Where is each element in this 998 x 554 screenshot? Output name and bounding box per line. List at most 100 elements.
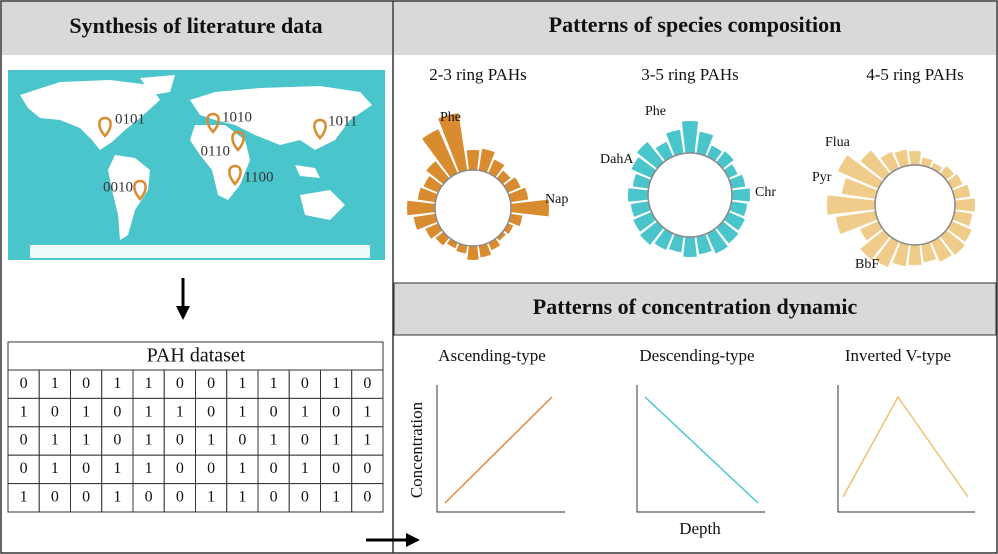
radial-bar xyxy=(407,200,436,216)
table-cell xyxy=(288,483,321,513)
cell-text: 1 xyxy=(363,403,371,420)
radial-bar xyxy=(909,151,921,166)
radial-bar xyxy=(835,211,878,235)
radial-bar xyxy=(921,157,933,168)
radial-bar xyxy=(892,242,909,267)
radial-bar xyxy=(696,131,714,156)
table-cell xyxy=(132,369,165,399)
cell-text: 1 xyxy=(145,432,153,449)
radial-bar xyxy=(628,188,649,202)
radial-bar xyxy=(508,213,523,227)
callout: Pyr xyxy=(812,170,832,185)
radial-bar xyxy=(422,129,458,178)
cell-text: 0 xyxy=(332,403,340,420)
table-cell xyxy=(38,426,71,456)
cell-text: 0 xyxy=(301,375,309,392)
map-pin xyxy=(228,164,242,186)
radial-core xyxy=(434,169,512,247)
axes xyxy=(436,385,565,513)
table-cell xyxy=(38,483,71,513)
pin-label: 0010 xyxy=(103,179,133,195)
cell-text: 0 xyxy=(20,432,28,449)
cell-text: 0 xyxy=(270,403,278,420)
axes xyxy=(636,385,765,513)
radial-bar xyxy=(654,228,674,250)
table-cell xyxy=(7,397,40,428)
chart-label: 2-3 ring PAHs xyxy=(429,65,527,84)
cell-text: 0 xyxy=(207,460,215,477)
cell-text: 0 xyxy=(113,432,121,449)
arrow-down xyxy=(176,278,190,320)
panel-title: Patterns of species composition xyxy=(549,12,842,37)
trend-line xyxy=(444,396,553,504)
cell-text: 1 xyxy=(82,403,90,420)
radial-bar xyxy=(706,228,728,254)
table-cell xyxy=(101,483,134,513)
table-cell xyxy=(288,454,321,485)
radial-bar xyxy=(655,141,674,162)
table-cell xyxy=(288,397,321,428)
cell-text: 0 xyxy=(82,460,90,477)
table-cell xyxy=(226,483,259,513)
cell-text: 1 xyxy=(113,460,121,477)
radial-bar xyxy=(729,201,748,217)
chart-label: Ascending-type xyxy=(438,346,546,365)
radial-bar xyxy=(880,151,899,173)
radial-bar xyxy=(908,244,922,265)
cell-text: 1 xyxy=(51,460,59,477)
radial-bar xyxy=(496,231,506,241)
cell-text: 1 xyxy=(145,460,153,477)
callout: Phe xyxy=(645,104,666,119)
radial-bar xyxy=(947,174,963,189)
cell-text: 1 xyxy=(113,488,121,505)
radial-bar xyxy=(860,150,890,180)
radial-bar xyxy=(456,243,468,254)
radial-bar xyxy=(838,155,883,189)
cell-text: 1 xyxy=(301,403,309,420)
radial-bar xyxy=(827,195,876,215)
cell-text: 0 xyxy=(51,403,59,420)
radial-bar xyxy=(716,221,739,244)
radial-bar xyxy=(729,174,746,189)
table-cell xyxy=(288,369,321,399)
cell-text: 1 xyxy=(270,375,278,392)
callout: Chr xyxy=(755,185,776,200)
radial-bar xyxy=(417,187,438,203)
cell-text: 1 xyxy=(176,403,184,420)
title-bar xyxy=(2,2,392,55)
cell-text: 0 xyxy=(51,488,59,505)
pin-label: 0101 xyxy=(115,111,145,127)
pin-label: 1010 xyxy=(222,109,252,125)
radial-bar xyxy=(940,230,965,255)
radial-bar xyxy=(731,188,750,202)
radial-bar xyxy=(894,149,909,168)
cell-text: 1 xyxy=(238,460,246,477)
radial-bar xyxy=(488,159,505,178)
cell-text: 0 xyxy=(363,460,371,477)
cell-text: 1 xyxy=(20,488,28,505)
chart-label: Descending-type xyxy=(639,346,754,365)
table-cell xyxy=(195,483,228,513)
table-cell xyxy=(101,426,134,456)
radial-bar xyxy=(438,113,468,173)
cell-text: 0 xyxy=(20,375,28,392)
table-cell xyxy=(320,369,353,399)
radial-bar xyxy=(478,148,495,173)
table-cell xyxy=(257,426,290,456)
radial-bar xyxy=(860,230,890,260)
radial-bar xyxy=(503,177,521,193)
cell-text: 0 xyxy=(363,488,371,505)
cell-text: 1 xyxy=(51,375,59,392)
radial-bar xyxy=(931,237,952,262)
map-pin xyxy=(133,179,147,201)
table-cell xyxy=(163,483,196,513)
callout: Flua xyxy=(825,135,851,150)
cell-text: 0 xyxy=(332,460,340,477)
radial-bar xyxy=(952,211,973,227)
radial-bar xyxy=(716,151,734,169)
table-cell xyxy=(7,483,40,513)
table-cell xyxy=(195,454,228,485)
cell-text: 0 xyxy=(113,403,121,420)
radial-bar xyxy=(954,198,976,212)
